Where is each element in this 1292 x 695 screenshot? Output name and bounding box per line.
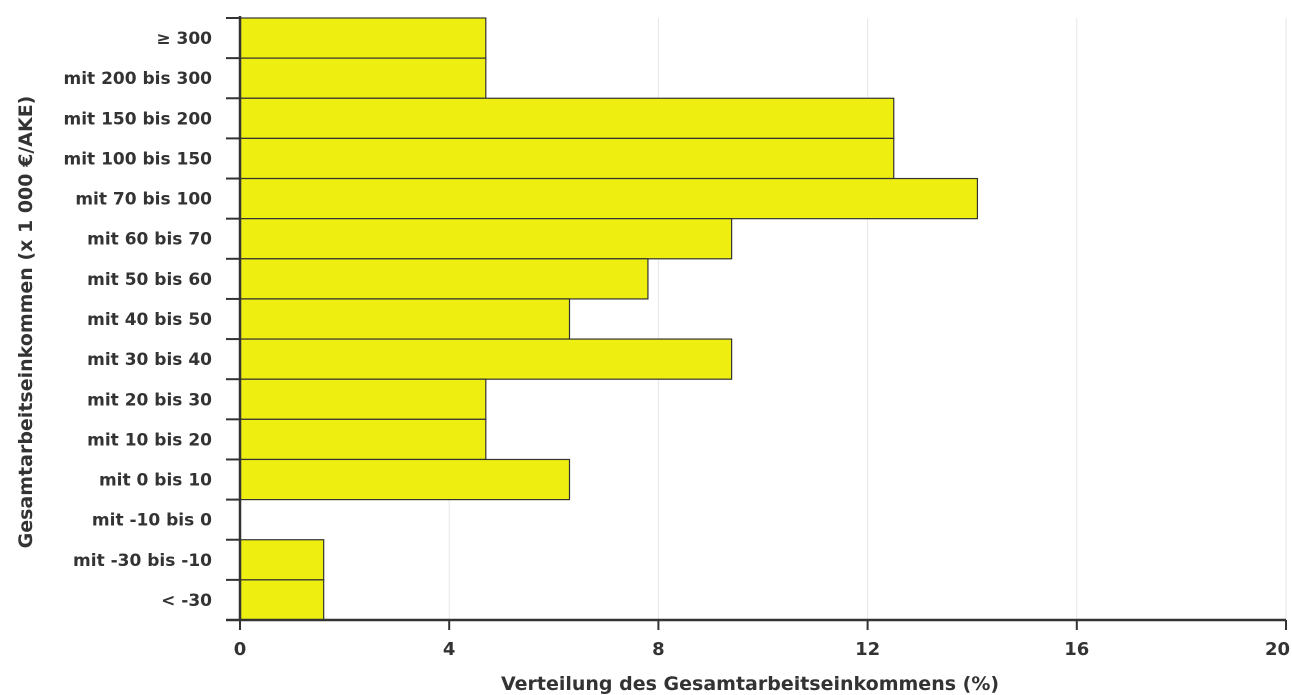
bar-6 <box>239 258 649 300</box>
y-tick-labels: ≥ 300 mit 200 bis 300 mit 150 bis 200 mit 1… <box>63 17 240 621</box>
y-tick-label-13: mit -30 bis -10 <box>73 551 212 571</box>
y-tick-label-11: mit 0 bis 10 <box>99 471 212 491</box>
x-tick-label-0: 0 <box>234 639 247 660</box>
x-tick-label-3: 12 <box>855 639 880 660</box>
y-tick-label-7: mit 40 bis 50 <box>87 310 212 330</box>
y-tick-label-8: mit 30 bis 40 <box>87 350 212 370</box>
bar-0 <box>239 17 487 59</box>
bar-10 <box>239 418 487 461</box>
y-tick-label-9: mit 20 bis 30 <box>87 390 212 410</box>
y-tick-label-6: mit 50 bis 60 <box>87 270 212 290</box>
y-tick-label-2: mit 150 bis 200 <box>63 109 212 129</box>
bar-3 <box>239 137 895 180</box>
x-tick-label-1: 4 <box>443 639 456 660</box>
bar-9 <box>239 378 487 420</box>
bar-13 <box>239 539 325 581</box>
y-tick-label-1: mit 200 bis 300 <box>63 69 212 89</box>
x-tick-label-4: 16 <box>1064 639 1089 660</box>
y-tick-label-12: mit -10 bis 0 <box>92 511 212 531</box>
bars <box>239 17 979 621</box>
bar-2 <box>239 97 895 140</box>
bar-1 <box>239 57 487 99</box>
y-tick-label-3: mit 100 bis 150 <box>63 149 212 169</box>
y-tick-label-5: mit 60 bis 70 <box>87 230 212 250</box>
y-tick-label-10: mit 10 bis 20 <box>87 430 212 450</box>
x-tick-label-5: 20 <box>1265 639 1290 660</box>
bar-7 <box>239 298 571 340</box>
bar-11 <box>239 458 571 501</box>
bar-4 <box>239 177 979 220</box>
y-tick-label-4: mit 70 bis 100 <box>75 190 212 210</box>
bar-8 <box>239 338 733 380</box>
bar-14 <box>239 579 325 621</box>
x-tick-label-2: 8 <box>652 639 665 660</box>
x-tick-labels: 0 4 8 12 16 20 <box>234 620 1290 660</box>
x-axis-title: Verteilung des Gesamtarbeitseinkommens (… <box>501 673 999 695</box>
bar-5 <box>239 218 733 260</box>
y-tick-label-14: < -30 <box>161 591 212 611</box>
axes <box>226 16 1286 622</box>
y-axis-title: Gesamtarbeitseinkommen (x 1 000 €/AKE) <box>15 96 37 549</box>
y-tick-label-0: ≥ 300 <box>156 29 212 49</box>
